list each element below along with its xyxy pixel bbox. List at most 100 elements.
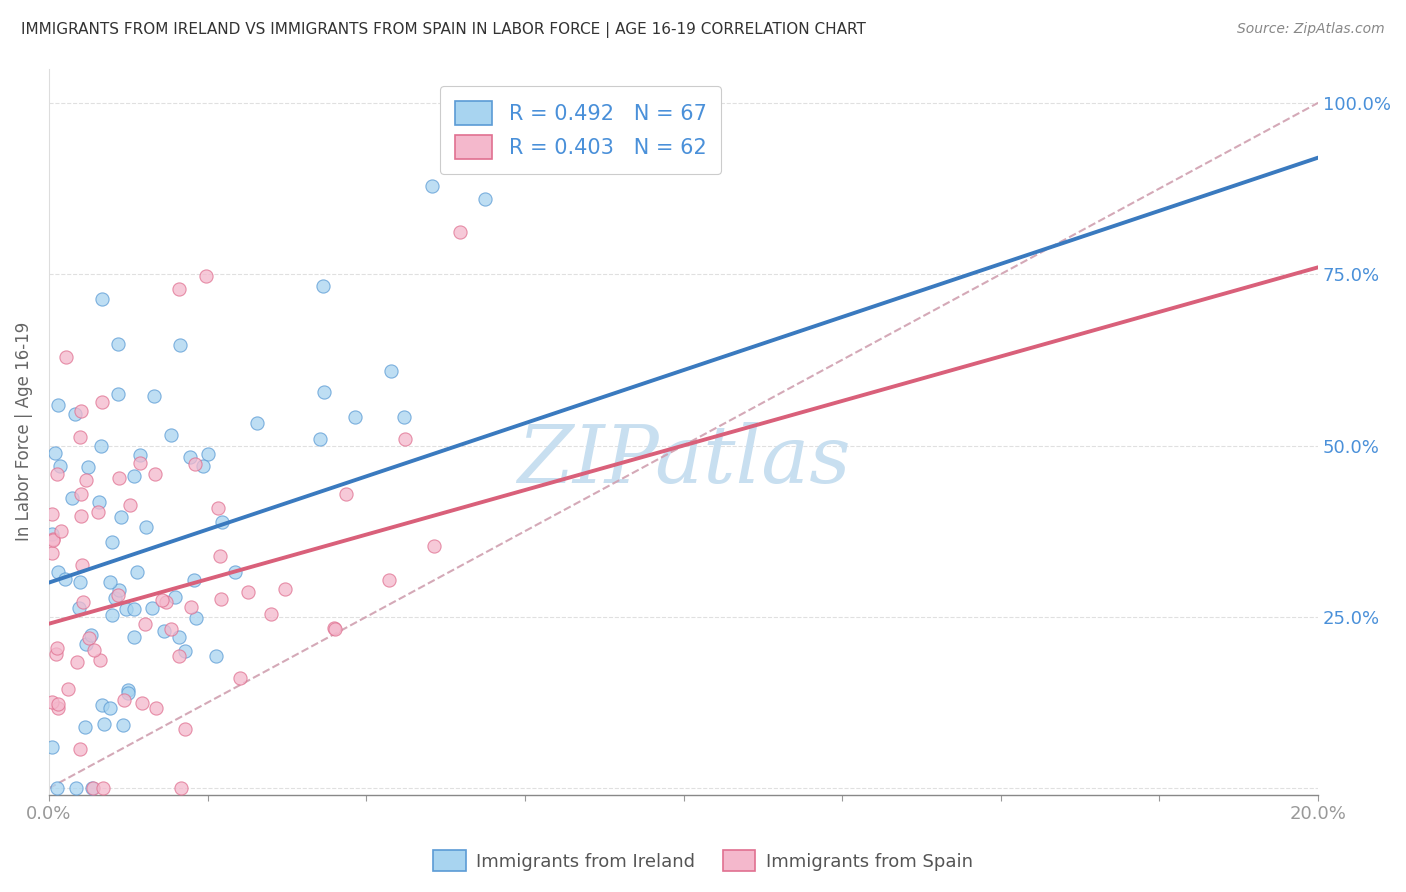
Point (80, 628, 103, 642)
Point (449, 226, 471, 240)
Point (45, 781, 67, 796)
Point (112, 693, 135, 707)
Point (378, 573, 401, 587)
Point (120, 498, 142, 512)
Point (152, 593, 174, 607)
Point (209, 591, 232, 606)
Point (211, 515, 233, 529)
Point (325, 622, 347, 636)
Text: IMMIGRANTS FROM IRELAND VS IMMIGRANTS FROM SPAIN IN LABOR FORCE | AGE 16-19 CORR: IMMIGRANTS FROM IRELAND VS IMMIGRANTS FR… (21, 22, 866, 38)
Point (72, 594, 94, 608)
Point (104, 591, 127, 606)
Point (143, 467, 166, 481)
Point (183, 573, 205, 587)
Point (128, 456, 150, 470)
Point (73, 720, 96, 734)
Point (134, 617, 156, 632)
Point (208, 549, 231, 563)
Point (69, 430, 91, 444)
Point (70, 509, 93, 524)
Point (117, 682, 139, 697)
Point (87, 504, 110, 518)
Point (91, 292, 114, 306)
Point (274, 582, 297, 596)
Point (56, 681, 79, 696)
Point (197, 447, 219, 461)
Point (394, 432, 416, 446)
Point (89, 652, 111, 666)
Point (107, 386, 129, 401)
Point (49, 458, 72, 473)
Point (122, 602, 145, 616)
Point (260, 607, 283, 621)
Point (155, 595, 177, 609)
Point (423, 539, 446, 553)
Point (236, 584, 259, 599)
Point (76, 459, 98, 474)
Point (170, 781, 193, 796)
Point (312, 278, 335, 293)
Point (122, 468, 145, 483)
Point (193, 458, 215, 473)
Point (180, 599, 202, 614)
Point (184, 457, 207, 471)
Text: ZIPatlas: ZIPatlas (517, 422, 851, 500)
Point (46, 640, 69, 655)
Point (60, 491, 83, 505)
Point (115, 602, 138, 616)
Point (70, 486, 93, 500)
Point (246, 416, 269, 430)
Point (474, 192, 496, 206)
Point (127, 565, 149, 579)
Point (65, 781, 87, 796)
Point (312, 384, 335, 399)
Point (323, 621, 346, 635)
Point (41, 546, 63, 560)
Point (63, 407, 86, 421)
Point (167, 630, 190, 644)
Point (98, 575, 121, 590)
Point (75, 473, 97, 487)
Point (207, 500, 229, 515)
Point (420, 179, 443, 194)
Point (142, 389, 165, 403)
Point (165, 591, 187, 605)
Point (69, 742, 91, 756)
Point (160, 428, 183, 442)
Point (335, 487, 357, 501)
Point (49, 524, 72, 538)
Point (174, 643, 197, 657)
Point (41, 740, 63, 755)
Point (107, 337, 129, 351)
Point (41, 695, 63, 709)
Point (108, 471, 131, 485)
Point (110, 510, 132, 524)
Point (46, 700, 69, 714)
Point (343, 409, 366, 424)
Point (167, 649, 190, 664)
Point (169, 338, 191, 352)
Point (308, 432, 330, 446)
Point (160, 622, 183, 636)
Point (79, 631, 101, 645)
Point (101, 607, 124, 622)
Point (90, 698, 112, 713)
Legend: Immigrants from Ireland, Immigrants from Spain: Immigrants from Ireland, Immigrants from… (426, 843, 980, 879)
Point (100, 535, 122, 549)
Text: Source: ZipAtlas.com: Source: ZipAtlas.com (1237, 22, 1385, 37)
Point (70, 403, 93, 417)
Point (87, 495, 110, 509)
Point (67, 600, 90, 615)
Point (184, 611, 207, 625)
Point (46, 565, 69, 579)
Point (41, 527, 63, 541)
Point (167, 281, 190, 295)
Point (66, 655, 89, 669)
Point (224, 565, 246, 579)
Point (69, 574, 91, 589)
Point (229, 671, 252, 685)
Point (42, 533, 65, 547)
Point (380, 364, 402, 378)
Point (394, 410, 416, 425)
Point (41, 507, 63, 521)
